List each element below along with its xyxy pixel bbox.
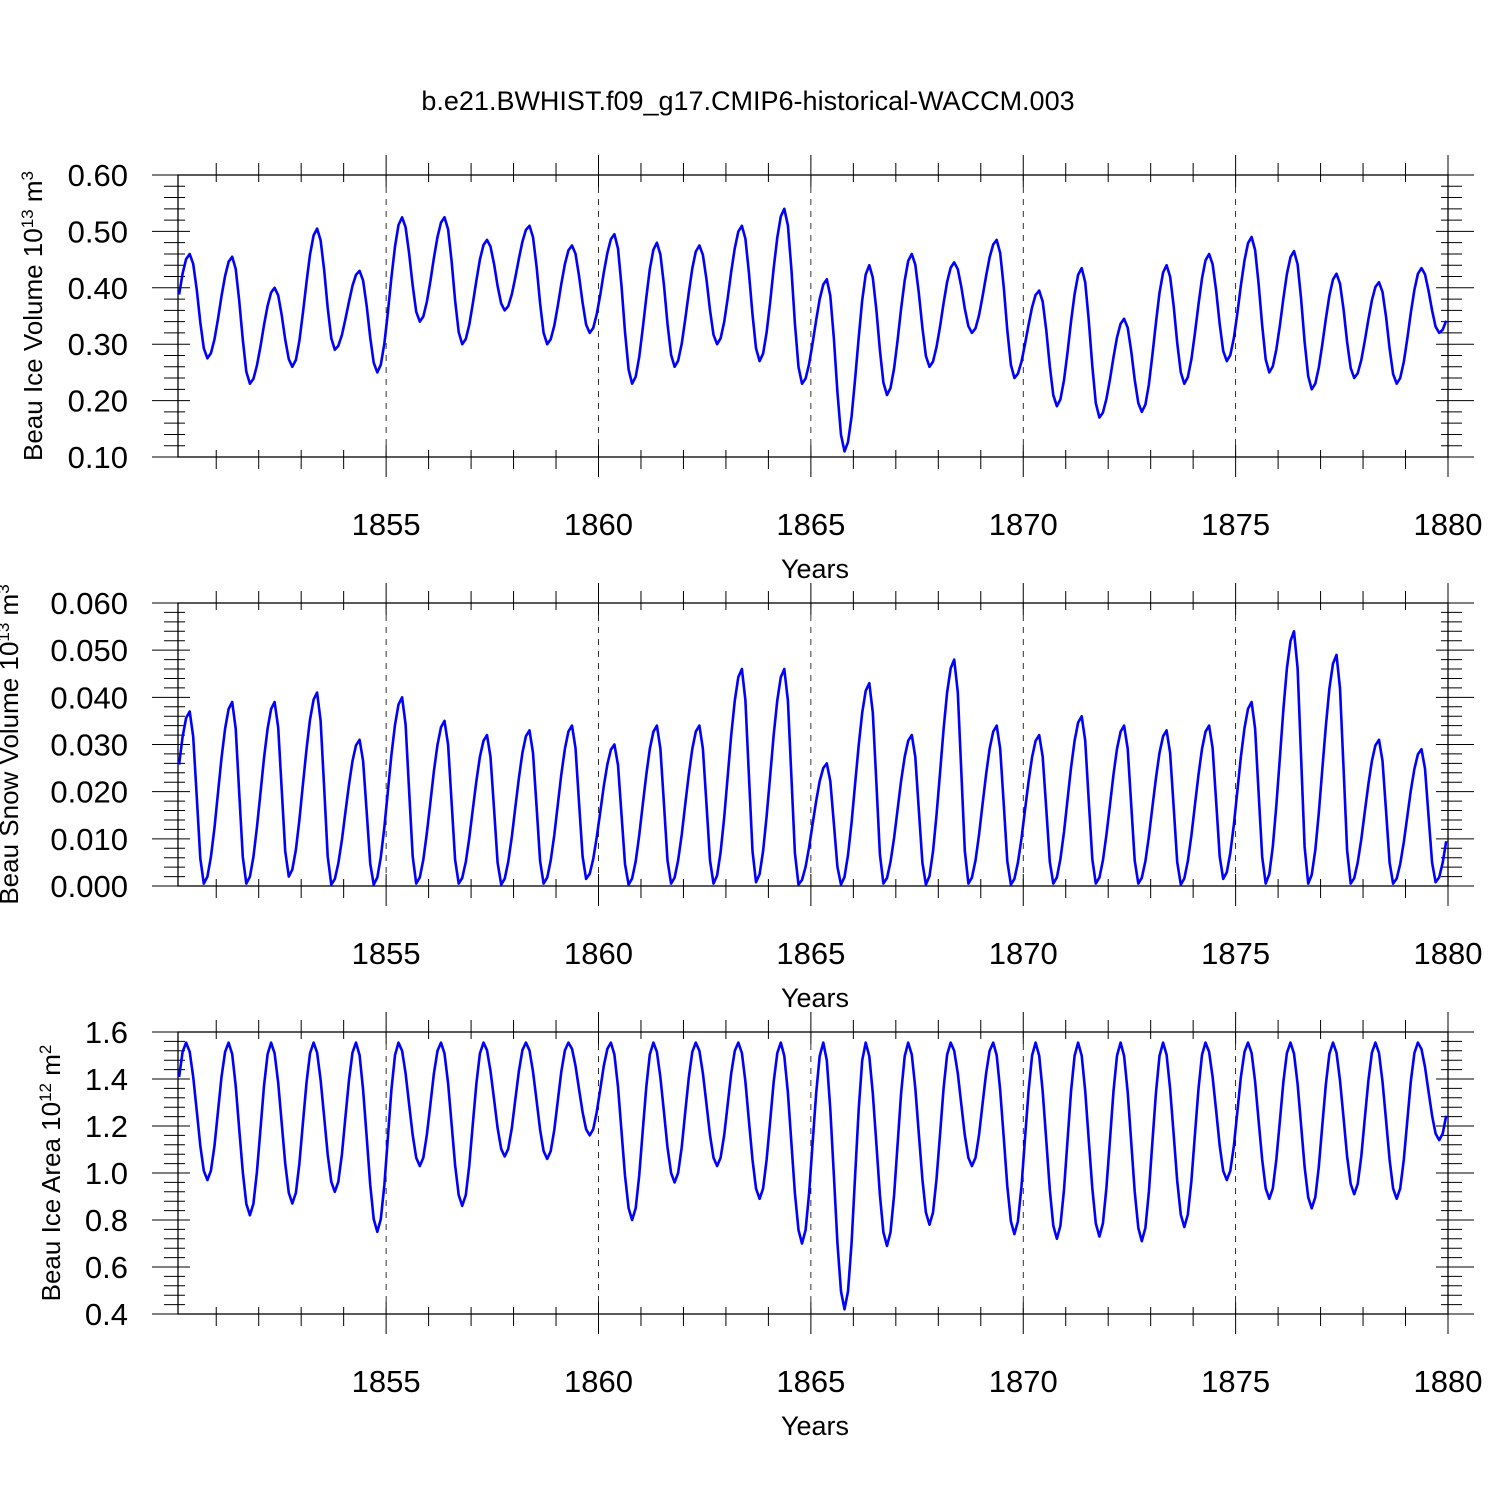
panel-1-x-tick-label-2: 1865 xyxy=(776,507,845,542)
panel-2-y-tick-label-2: 0.020 xyxy=(50,775,128,810)
panel-3-y-tick-label-6: 1.6 xyxy=(85,1015,128,1050)
panel-3-y-tick-label-1: 0.6 xyxy=(85,1250,128,1285)
panel-2-series-line xyxy=(177,630,1448,886)
panel-1-y-tick-label-2: 0.30 xyxy=(68,327,128,362)
panel-2-y-tick-label-5: 0.050 xyxy=(50,633,128,668)
panel-3-y-tick-label-3: 1.0 xyxy=(85,1156,128,1191)
panel-1-y-tick-label-3: 0.40 xyxy=(68,271,128,306)
panel-1-y-tick-label-1: 0.20 xyxy=(68,384,128,419)
panel-1-x-axis-title: Years xyxy=(781,554,849,584)
panel-2-y-axis-title-sup: 3 xyxy=(0,584,13,593)
panel-3-y-axis-title-part: m xyxy=(36,1054,66,1083)
panel-3-y-tick-label-0: 0.4 xyxy=(85,1297,128,1332)
panel-1-x-tick-label-5: 1880 xyxy=(1414,507,1483,542)
panel-1-y-axis-title-sup: 3 xyxy=(18,171,37,180)
panel-3-y-axis-title-part: Beau Ice Area 10 xyxy=(36,1102,66,1301)
panel-3-y-tick-label-2: 0.8 xyxy=(85,1203,128,1238)
panel-3-x-tick-label-2: 1865 xyxy=(776,1364,845,1399)
panel-2-x-tick-label-4: 1875 xyxy=(1201,936,1270,971)
panel-1-frame xyxy=(177,174,1449,458)
panel-1-series-line xyxy=(177,207,1448,453)
panel-1-y-axis-title-part: Beau Ice Volume 10 xyxy=(18,228,48,461)
panel-3-y-tick-label-4: 1.2 xyxy=(85,1109,128,1144)
panel-2-y-tick-label-1: 0.010 xyxy=(50,822,128,857)
panel-1-y-tick-label-0: 0.10 xyxy=(68,440,128,475)
panel-2-y-axis-title-sup: 13 xyxy=(0,623,13,642)
panel-3-y-axis-title-sup: 2 xyxy=(36,1045,55,1054)
panel-1-x-tick-label-4: 1875 xyxy=(1201,507,1270,542)
panel-1-y-axis-title-sup: 13 xyxy=(18,209,37,228)
panel-1-x-tick-label-3: 1870 xyxy=(989,507,1058,542)
panel-2-y-tick-label-3: 0.030 xyxy=(50,728,128,763)
panel-3-x-tick-label-3: 1870 xyxy=(989,1364,1058,1399)
panel-1-y-axis-title: Beau Ice Volume 1013 m3 xyxy=(18,171,49,461)
panel-2-x-tick-label-3: 1870 xyxy=(989,936,1058,971)
panel-2-y-axis-title-part: m xyxy=(0,594,24,623)
panel-2-x-tick-label-2: 1865 xyxy=(776,936,845,971)
panel-3-y-tick-label-5: 1.4 xyxy=(85,1062,128,1097)
panel-2-x-tick-label-1: 1860 xyxy=(564,936,633,971)
panel-3-x-tick-label-4: 1875 xyxy=(1201,1364,1270,1399)
panel-2-y-tick-label-4: 0.040 xyxy=(50,680,128,715)
panel-3-x-tick-label-0: 1855 xyxy=(352,1364,421,1399)
panel-2-x-axis-title: Years xyxy=(781,983,849,1013)
panel-3-x-tick-label-5: 1880 xyxy=(1414,1364,1483,1399)
panel-3-y-axis-title-sup: 12 xyxy=(36,1083,55,1102)
panel-2-x-tick-label-5: 1880 xyxy=(1414,936,1483,971)
panel-2-y-axis-title: Beau Snow Volume 1013 m3 xyxy=(0,584,24,904)
panel-2-y-tick-label-6: 0.060 xyxy=(50,586,128,621)
panel-2-y-tick-label-0: 0.000 xyxy=(50,869,128,904)
panel-1-x-tick-label-0: 1855 xyxy=(352,507,421,542)
panel-3-x-axis-title: Years xyxy=(781,1411,849,1441)
panel-2-y-axis-title-part: Beau Snow Volume 10 xyxy=(0,642,24,905)
panel-3-x-tick-label-1: 1860 xyxy=(564,1364,633,1399)
chart-title: b.e21.BWHIST.f09_g17.CMIP6-historical-WA… xyxy=(421,86,1074,116)
panel-2-x-tick-label-0: 1855 xyxy=(352,936,421,971)
panel-3-series-line xyxy=(177,1041,1448,1311)
panel-1-x-tick-label-1: 1860 xyxy=(564,507,633,542)
panel-1-y-tick-label-4: 0.50 xyxy=(68,214,128,249)
panel-3-y-axis-title: Beau Ice Area 1012 m2 xyxy=(36,1045,67,1302)
panel-1-y-axis-title-part: m xyxy=(18,180,48,209)
panel-1-y-tick-label-5: 0.60 xyxy=(68,158,128,193)
